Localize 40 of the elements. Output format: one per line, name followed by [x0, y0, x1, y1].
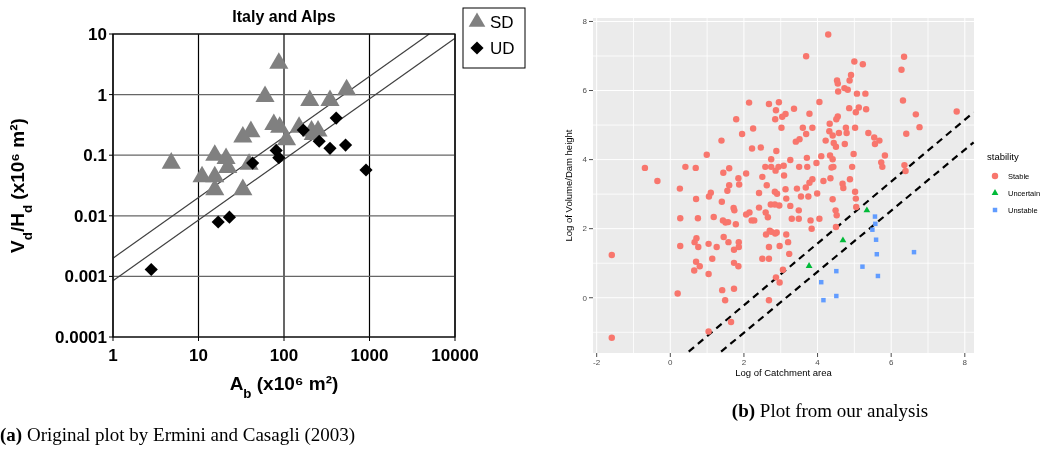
text: (a) Original plot by Ermini and Casagli (2003) [0, 424, 356, 446]
chart-title: Italy and Alps [232, 8, 336, 25]
y-tick-label: 8 [582, 17, 588, 27]
x-axis-title: Log of Catchment area [735, 367, 833, 378]
y-tick-label: 0.0001 [55, 327, 107, 347]
point [805, 262, 813, 268]
y-tick-label: 0 [582, 293, 588, 303]
x-tick-label: 10 [189, 346, 208, 365]
x-tick-label: 0 [668, 358, 674, 367]
point [870, 227, 875, 232]
y-tick-label: 0.001 [64, 267, 107, 287]
x-tick-label: 100 [269, 346, 299, 365]
legend-label: UD [490, 38, 515, 58]
y-tick-label: 4 [582, 155, 588, 165]
point [860, 264, 865, 269]
y-tick-label: 0.01 [73, 206, 107, 226]
legend-title: stability [987, 151, 1019, 162]
x-tick-label: 10000 [431, 346, 479, 365]
point [873, 221, 878, 227]
y-tick-label: 6 [582, 86, 588, 96]
y-tick-label: 10 [88, 24, 107, 44]
point [821, 297, 826, 303]
x-tick-label: 1000 [350, 346, 389, 365]
point [873, 237, 879, 242]
x-tick-label: 8 [962, 358, 968, 367]
point [839, 236, 847, 243]
x-tick-label: 4 [815, 358, 821, 367]
point [834, 293, 839, 299]
y-tick-label: 0.1 [83, 146, 107, 166]
y-axis-title: Log of Volume/Dam height [563, 129, 574, 242]
x-tick-label: -2 [593, 358, 601, 367]
point [834, 268, 839, 274]
legend-label: SD [490, 12, 514, 32]
x-tick-label: 6 [888, 358, 894, 367]
text: (b) Plot from our analysis [731, 400, 929, 422]
x-axis-title: A$_{b}$ (x10⁶ m²) [229, 373, 339, 401]
y-tick-label: 1 [97, 85, 107, 105]
point [872, 214, 878, 219]
x-tick-label: 2 [741, 358, 747, 367]
y-tick-label: 2 [582, 224, 588, 234]
